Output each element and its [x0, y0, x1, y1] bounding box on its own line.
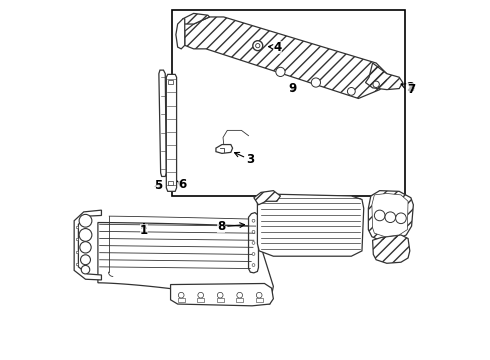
- Circle shape: [252, 253, 255, 255]
- Circle shape: [79, 229, 92, 241]
- Circle shape: [218, 292, 223, 298]
- Polygon shape: [368, 191, 414, 240]
- Polygon shape: [185, 17, 387, 99]
- Bar: [217, 298, 224, 302]
- Polygon shape: [254, 191, 280, 205]
- Polygon shape: [183, 13, 210, 24]
- Text: 6: 6: [177, 178, 186, 191]
- Circle shape: [81, 265, 90, 274]
- Circle shape: [252, 264, 255, 266]
- Circle shape: [374, 210, 385, 221]
- Bar: [169, 181, 172, 185]
- Polygon shape: [171, 283, 273, 306]
- Circle shape: [80, 255, 91, 265]
- Circle shape: [276, 67, 285, 77]
- Circle shape: [253, 41, 263, 51]
- Polygon shape: [248, 213, 258, 273]
- Polygon shape: [98, 222, 273, 304]
- Text: 1: 1: [140, 224, 148, 237]
- Circle shape: [252, 219, 255, 222]
- Circle shape: [373, 81, 379, 87]
- Text: 3: 3: [235, 152, 254, 166]
- Text: 5: 5: [154, 179, 162, 192]
- Text: 4: 4: [269, 41, 282, 54]
- Bar: [169, 80, 172, 84]
- Polygon shape: [166, 75, 176, 192]
- Circle shape: [256, 292, 262, 298]
- Circle shape: [385, 212, 395, 222]
- Circle shape: [252, 230, 255, 233]
- Polygon shape: [216, 145, 233, 153]
- Bar: [75, 251, 78, 253]
- Text: 7: 7: [407, 83, 415, 96]
- Bar: [75, 263, 78, 265]
- Circle shape: [80, 242, 91, 253]
- Circle shape: [395, 213, 406, 224]
- Text: 9: 9: [289, 82, 297, 95]
- Circle shape: [347, 87, 355, 95]
- Circle shape: [178, 292, 184, 298]
- Polygon shape: [159, 70, 166, 176]
- Bar: [197, 298, 204, 302]
- Polygon shape: [257, 194, 364, 256]
- Circle shape: [198, 292, 203, 298]
- Bar: [75, 238, 78, 240]
- Bar: [75, 226, 78, 228]
- Text: 8: 8: [217, 220, 245, 233]
- Circle shape: [256, 44, 260, 48]
- Circle shape: [311, 78, 320, 87]
- Circle shape: [79, 215, 92, 227]
- Polygon shape: [366, 63, 403, 90]
- Polygon shape: [372, 235, 410, 263]
- Bar: [178, 298, 185, 302]
- Bar: [172, 10, 405, 196]
- Circle shape: [237, 292, 243, 298]
- Polygon shape: [74, 210, 101, 280]
- Bar: [236, 298, 243, 302]
- Polygon shape: [372, 193, 408, 237]
- Bar: [256, 298, 263, 302]
- Circle shape: [252, 242, 255, 244]
- Text: 2: 2: [401, 81, 414, 94]
- Polygon shape: [176, 19, 185, 49]
